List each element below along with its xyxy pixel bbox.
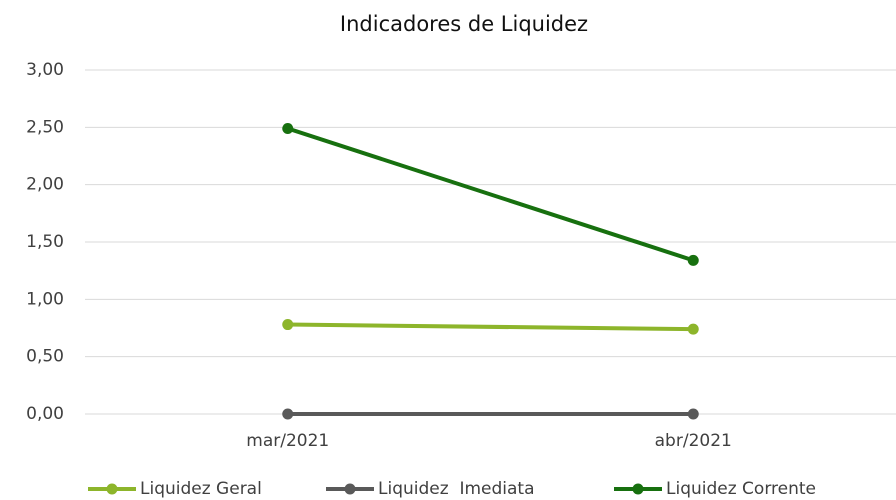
legend-label: Liquidez Geral: [140, 479, 262, 499]
x-tick-label: abr/2021: [655, 431, 732, 451]
y-tick-label: 0,00: [26, 404, 64, 424]
y-tick-label: 1,50: [26, 232, 64, 252]
y-tick-label: 1,00: [26, 289, 64, 309]
legend-label: Liquidez Corrente: [666, 479, 816, 499]
legend-marker: [106, 483, 118, 495]
y-tick-label: 0,50: [26, 347, 64, 367]
y-tick-label: 3,00: [26, 60, 64, 80]
data-point: [282, 408, 294, 420]
series-line: [287, 322, 694, 332]
y-tick-label: 2,50: [26, 117, 64, 137]
data-point: [687, 254, 699, 266]
y-tick-label: 2,00: [26, 175, 64, 195]
chart-title: Indicadores de Liquidez: [340, 12, 588, 36]
series-line: [287, 126, 694, 263]
x-tick-label: mar/2021: [246, 431, 329, 451]
data-point: [687, 323, 699, 335]
data-point: [282, 319, 294, 331]
legend-marker: [632, 483, 644, 495]
legend-marker: [344, 483, 356, 495]
data-point: [687, 408, 699, 420]
legend-label: Liquidez Imediata: [378, 479, 535, 499]
data-point: [282, 122, 294, 134]
